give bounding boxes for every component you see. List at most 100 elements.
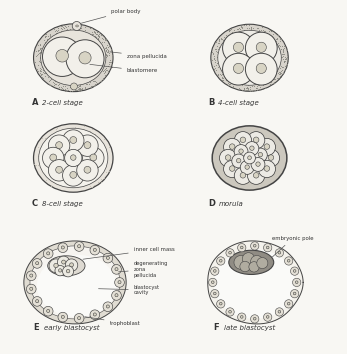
Point [230,84,236,90]
Text: F: F [213,323,219,332]
Point [72,148,78,154]
Point [95,36,101,42]
Circle shape [264,144,270,149]
Point [250,25,255,31]
Point [270,35,275,41]
Point [267,81,272,87]
Circle shape [62,266,74,277]
Circle shape [48,135,70,156]
Point [248,25,254,31]
Circle shape [69,263,74,267]
Point [56,25,61,31]
Point [57,162,62,168]
Point [218,36,223,41]
Circle shape [115,294,118,297]
Point [100,75,105,81]
Point [105,41,111,46]
Point [70,134,75,139]
Point [52,143,58,149]
Point [76,152,82,158]
Circle shape [257,257,268,269]
Point [267,79,273,84]
Text: E: E [34,323,39,332]
Point [104,162,109,167]
Point [101,34,107,40]
Circle shape [213,270,216,272]
Point [280,48,286,54]
Point [212,65,218,71]
Point [35,42,41,48]
Point [49,149,54,155]
Point [239,87,245,93]
Point [105,68,111,74]
Point [104,67,110,73]
Circle shape [247,132,265,149]
Point [47,78,52,83]
Circle shape [112,264,121,274]
Point [74,23,79,28]
Point [249,24,254,30]
Point [33,48,39,54]
Point [88,84,94,90]
Circle shape [240,172,246,178]
Point [100,35,105,40]
Point [73,154,79,159]
Point [71,183,77,189]
Point [86,81,92,87]
Point [103,44,108,50]
Point [36,68,41,74]
Circle shape [287,302,290,305]
Point [64,160,70,165]
Point [53,129,59,135]
Point [56,161,62,166]
Circle shape [115,278,124,287]
Point [76,86,82,92]
Circle shape [247,167,265,184]
Point [94,158,100,163]
Point [74,160,79,166]
Point [243,22,249,28]
Point [102,154,107,160]
Point [266,28,271,34]
Point [74,156,79,161]
Point [48,139,53,145]
Point [215,40,221,45]
Point [68,160,74,166]
Point [69,141,75,147]
Point [70,84,75,90]
Point [259,29,264,35]
Point [268,79,273,85]
Point [278,70,284,76]
Ellipse shape [212,126,287,190]
Point [278,68,283,74]
Point [37,55,42,61]
Circle shape [229,166,235,171]
Point [277,70,283,76]
Point [221,34,227,40]
Point [69,155,75,160]
Point [271,76,276,81]
Text: 8-cell stage: 8-cell stage [42,201,83,207]
Point [273,76,278,81]
Point [256,27,261,32]
Point [264,30,269,36]
Circle shape [26,271,36,281]
Point [76,86,81,92]
Point [50,151,56,156]
Point [78,25,84,31]
Point [283,56,289,61]
Point [109,61,115,67]
Ellipse shape [41,30,106,86]
Point [218,71,223,77]
Text: inner cell mass: inner cell mass [83,247,175,259]
Point [78,155,84,161]
Point [86,153,92,159]
Point [73,155,78,161]
Point [267,79,272,85]
Point [107,62,112,67]
Point [229,31,234,37]
Point [271,80,277,86]
Text: morula: morula [218,201,243,207]
Text: C: C [32,199,38,208]
Point [73,151,78,157]
